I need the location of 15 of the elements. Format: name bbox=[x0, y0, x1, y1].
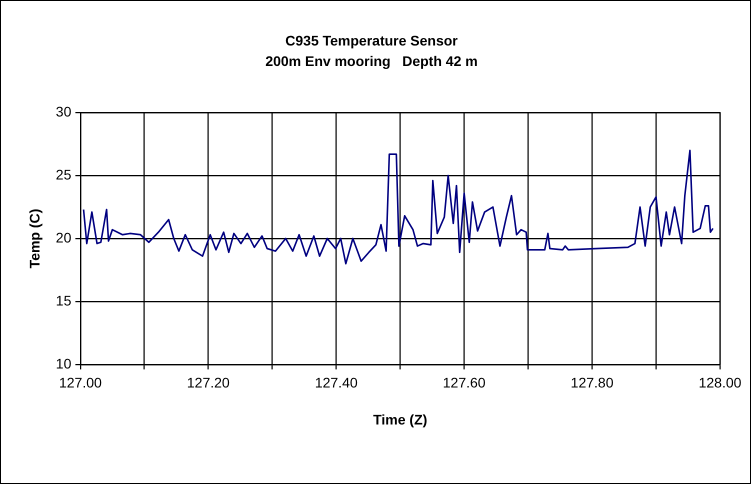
x-tick-label: 127.20 bbox=[186, 374, 230, 391]
x-tick-label: 127.00 bbox=[58, 374, 102, 391]
chart-subtitle: 200m Env mooring Depth 42 m bbox=[265, 53, 478, 70]
chart-title: C935 Temperature Sensor bbox=[285, 32, 458, 48]
x-tick-label: 127.80 bbox=[570, 374, 614, 391]
y-tick-label: 10 bbox=[56, 355, 72, 372]
x-tick-label: 128.00 bbox=[698, 374, 742, 391]
y-tick-label: 15 bbox=[56, 292, 72, 308]
y-axis-title: Temp (C) bbox=[26, 208, 42, 268]
y-tick-label: 25 bbox=[56, 166, 72, 182]
x-tick-label: 127.40 bbox=[314, 374, 358, 391]
x-axis-title: Time (Z) bbox=[373, 411, 428, 428]
y-tick-label: 20 bbox=[56, 229, 72, 246]
y-tick-label: 30 bbox=[56, 103, 72, 120]
x-tick-label: 127.60 bbox=[442, 374, 486, 391]
